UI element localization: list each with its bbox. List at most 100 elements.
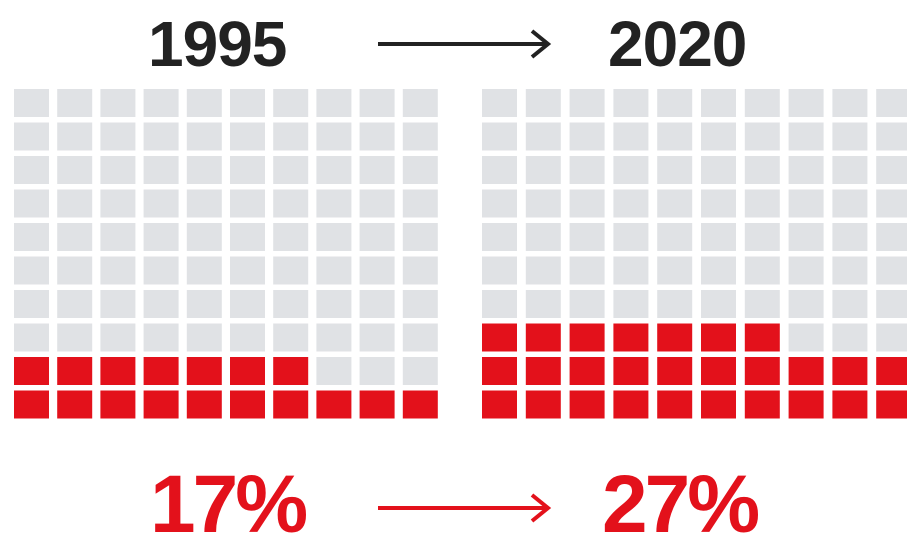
waffle-cell-empty xyxy=(100,256,136,285)
waffle-cell-empty xyxy=(657,156,693,184)
waffle-cell-empty xyxy=(832,89,868,117)
waffle-cell-empty xyxy=(832,189,868,218)
waffle-cell-empty xyxy=(876,89,907,117)
waffle-cell-filled xyxy=(569,323,605,352)
waffle-cell-empty xyxy=(230,290,265,318)
waffle-cell-filled xyxy=(613,357,649,385)
waffle-cell-empty xyxy=(273,122,309,151)
waffle-cell-filled xyxy=(525,357,561,385)
waffle-cell-empty xyxy=(57,89,93,117)
waffle-cell-empty xyxy=(482,122,517,151)
waffle-cell-empty xyxy=(14,223,49,251)
year-label-left: 1995 xyxy=(148,8,287,80)
waffle-cell-empty xyxy=(701,223,736,251)
waffle-cell-filled xyxy=(701,390,736,419)
waffle-cell-empty xyxy=(482,256,517,285)
waffle-cell-empty xyxy=(744,156,780,184)
waffle-cell-empty xyxy=(876,256,907,285)
waffle-cell-empty xyxy=(273,189,309,218)
waffle-cell-filled xyxy=(359,390,395,419)
waffle-cell-empty xyxy=(100,89,136,117)
waffle-cell-empty xyxy=(359,89,395,117)
waffle-cell-empty xyxy=(569,256,605,285)
waffle-cell-empty xyxy=(100,223,136,251)
waffle-cell-empty xyxy=(402,89,438,117)
waffle-cell-empty xyxy=(788,156,824,184)
waffle-cell-filled xyxy=(876,390,907,419)
waffle-cell-empty xyxy=(657,189,693,218)
waffle-cell-empty xyxy=(744,89,780,117)
waffle-cell-empty xyxy=(525,256,561,285)
waffle-cell-filled xyxy=(657,390,693,419)
waffle-cell-empty xyxy=(525,290,561,318)
waffle-cell-empty xyxy=(230,122,265,151)
waffle-cell-empty xyxy=(569,122,605,151)
waffle-cell-filled xyxy=(788,390,824,419)
waffle-cell-empty xyxy=(14,156,49,184)
waffle-cell-empty xyxy=(57,223,93,251)
waffle-cell-filled xyxy=(701,357,736,385)
waffle-cell-filled xyxy=(525,390,561,419)
waffle-cell-filled xyxy=(876,357,907,385)
waffle-cell-empty xyxy=(701,89,736,117)
waffle-cell-empty xyxy=(230,323,265,352)
waffle-cell-filled xyxy=(143,357,179,385)
waffle-cell-empty xyxy=(100,290,136,318)
waffle-cell-empty xyxy=(143,256,179,285)
waffle-cell-empty xyxy=(525,89,561,117)
waffle-cell-filled xyxy=(832,357,868,385)
waffle-cell-empty xyxy=(143,290,179,318)
waffle-cell-empty xyxy=(482,156,517,184)
waffle-cell-empty xyxy=(788,122,824,151)
waffle-cell-filled xyxy=(402,390,438,419)
waffle-cell-empty xyxy=(186,156,222,184)
waffle-cell-empty xyxy=(57,122,93,151)
waffle-cell-empty xyxy=(143,89,179,117)
waffle-cell-empty xyxy=(143,122,179,151)
waffle-cell-filled xyxy=(230,357,265,385)
waffle-cell-empty xyxy=(788,89,824,117)
waffle-cell-empty xyxy=(482,189,517,218)
waffle-cell-empty xyxy=(569,189,605,218)
waffle-cell-empty xyxy=(230,156,265,184)
waffle-cell-empty xyxy=(876,323,907,352)
waffle-grid-1995 xyxy=(14,89,438,419)
waffle-cell-empty xyxy=(613,189,649,218)
waffle-cell-empty xyxy=(613,223,649,251)
waffle-cell-empty xyxy=(788,290,824,318)
waffle-cell-filled xyxy=(701,323,736,352)
waffle-cell-empty xyxy=(359,156,395,184)
waffle-cell-filled xyxy=(273,390,309,419)
waffle-cell-empty xyxy=(569,223,605,251)
waffle-cell-empty xyxy=(525,122,561,151)
waffle-cell-empty xyxy=(14,122,49,151)
waffle-cell-filled xyxy=(57,390,93,419)
waffle-cell-empty xyxy=(57,156,93,184)
waffle-cell-empty xyxy=(359,323,395,352)
waffle-cell-empty xyxy=(613,122,649,151)
waffle-cell-filled xyxy=(613,390,649,419)
waffle-cell-filled xyxy=(57,357,93,385)
waffle-cell-empty xyxy=(359,223,395,251)
waffle-cell-empty xyxy=(402,290,438,318)
waffle-cell-empty xyxy=(230,256,265,285)
waffle-cell-empty xyxy=(613,290,649,318)
waffle-cell-empty xyxy=(14,89,49,117)
waffle-cell-empty xyxy=(230,223,265,251)
waffle-cell-empty xyxy=(186,189,222,218)
waffle-cell-empty xyxy=(186,323,222,352)
waffle-cell-empty xyxy=(525,189,561,218)
waffle-cell-empty xyxy=(57,256,93,285)
waffle-cell-empty xyxy=(316,290,352,318)
waffle-cell-filled xyxy=(569,390,605,419)
waffle-cell-empty xyxy=(359,122,395,151)
waffle-cell-empty xyxy=(100,156,136,184)
waffle-cell-empty xyxy=(316,256,352,285)
waffle-cell-filled xyxy=(482,390,517,419)
waffle-cell-filled xyxy=(569,357,605,385)
waffle-cell-empty xyxy=(613,156,649,184)
waffle-cell-empty xyxy=(613,89,649,117)
waffle-cell-filled xyxy=(744,390,780,419)
waffle-cell-empty xyxy=(402,156,438,184)
waffle-cell-empty xyxy=(186,89,222,117)
